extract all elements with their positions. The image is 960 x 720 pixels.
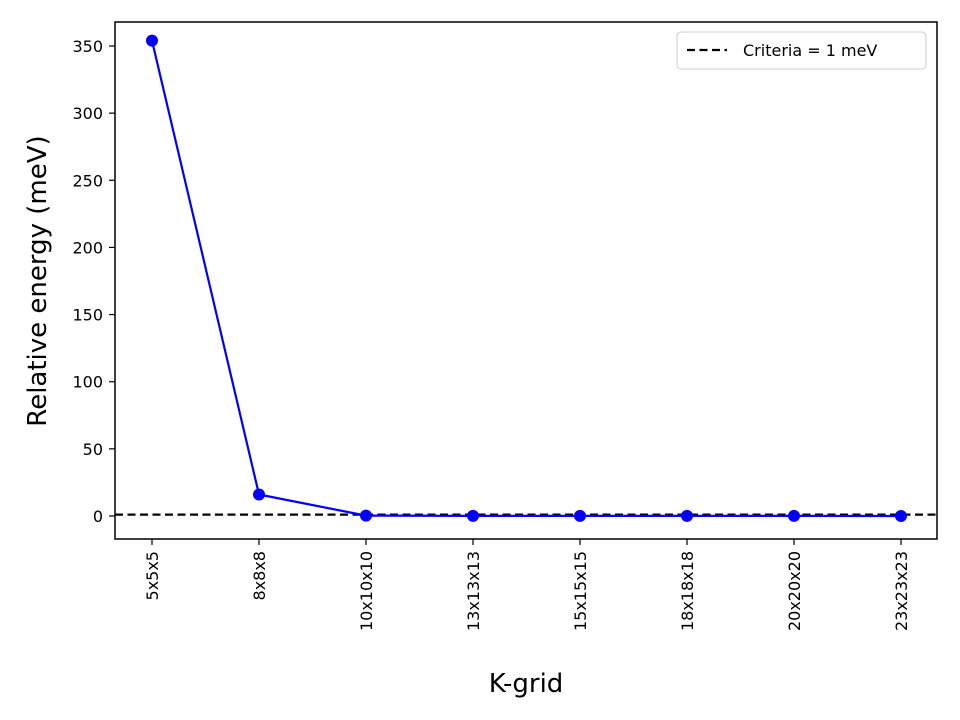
x-axis-label: K-grid <box>489 669 564 699</box>
y-tick-label: 150 <box>72 306 103 325</box>
y-tick-label: 100 <box>72 373 103 392</box>
y-tick-label: 0 <box>93 507 103 526</box>
legend-label: Criteria = 1 meV <box>743 41 877 60</box>
x-tick-label: 13x13x13 <box>464 551 483 631</box>
y-tick-label: 250 <box>72 171 103 190</box>
legend: Criteria = 1 meV <box>676 31 927 70</box>
y-tick-label: 50 <box>83 440 103 459</box>
x-tick-label: 5x5x5 <box>143 551 162 600</box>
x-tick-label: 20x20x20 <box>785 551 804 631</box>
y-tick-label: 300 <box>72 104 103 123</box>
plot-layer <box>115 34 937 522</box>
legend-box <box>676 31 927 70</box>
series-line <box>150 40 902 518</box>
y-axis: 0 50 100 150 200 250 300 350 <box>72 37 115 526</box>
data-point-23x23x23 <box>895 510 907 522</box>
y-tick-label: 200 <box>72 238 103 257</box>
y-axis-label: Relative energy (meV) <box>23 135 53 426</box>
x-tick-label: 15x15x15 <box>571 551 590 631</box>
x-tick-label: 10x10x10 <box>357 551 376 631</box>
data-point-15x15x15 <box>574 509 586 522</box>
data-point-18x18x18 <box>681 509 693 522</box>
data-point-5x5x5 <box>146 34 158 47</box>
data-point-10x10x10 <box>360 509 372 522</box>
x-tick-label: 23x23x23 <box>892 551 911 631</box>
data-point-8x8x8 <box>253 488 265 501</box>
x-tick-label: 18x18x18 <box>678 551 697 631</box>
x-axis: 5x5x5 8x8x8 10x10x10 13x13x13 15x15x15 18x18x… <box>143 539 911 631</box>
data-point-20x20x20 <box>788 509 800 522</box>
x-tick-label: 8x8x8 <box>250 551 269 600</box>
y-tick-label: 350 <box>72 37 103 56</box>
plot-frame <box>114 21 938 540</box>
data-point-13x13x13 <box>467 509 479 522</box>
